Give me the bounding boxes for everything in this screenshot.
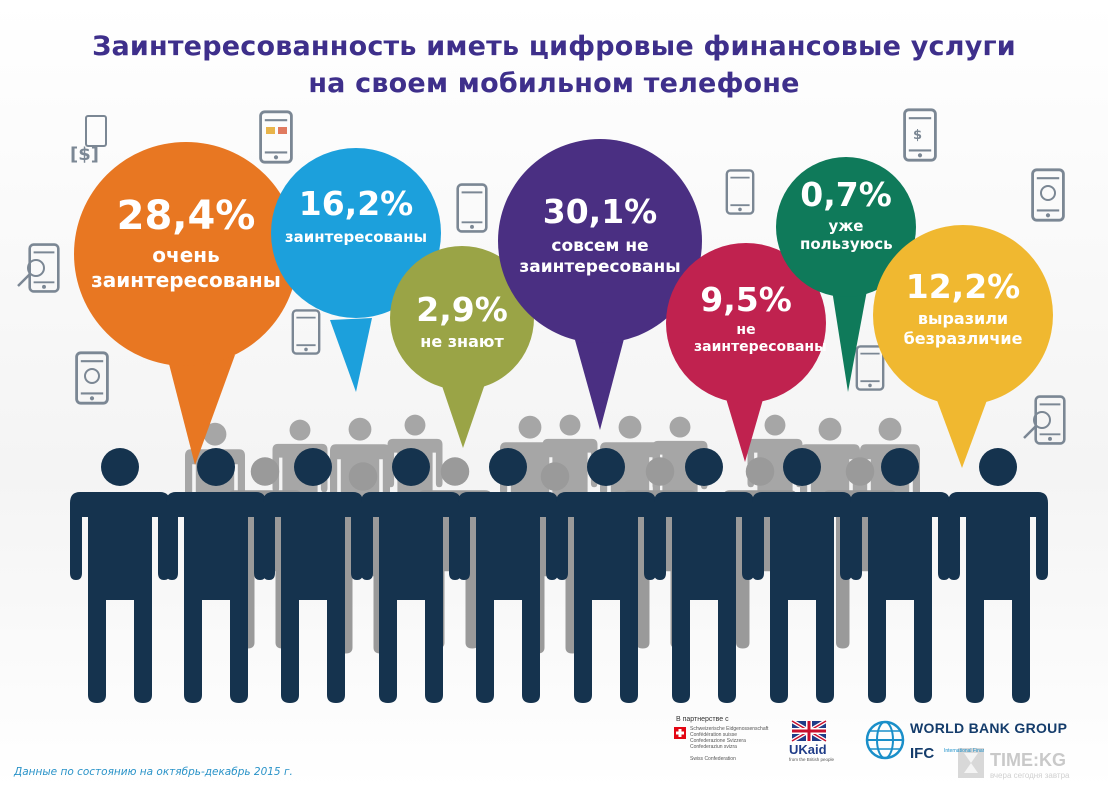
bubble-not-interested-at-all bbox=[498, 139, 702, 430]
chat-phone-icon bbox=[725, 169, 755, 215]
bubble-label: заинтересованы bbox=[284, 227, 428, 246]
bubble-interested bbox=[271, 148, 441, 392]
user-phone-icon bbox=[75, 351, 109, 405]
world-bank-group-logo-text: WORLD BANK GROUP bbox=[910, 720, 1068, 736]
title-line-2: на своем мобильном телефоне bbox=[308, 68, 800, 99]
bubble-label: очень заинтересованы bbox=[91, 243, 281, 292]
bubble-not-interested-text: 9,5% не заинтересованы bbox=[670, 280, 827, 357]
timekg-watermark-sub: вчера сегодня завтра bbox=[990, 771, 1070, 780]
shopping-cart-phone-icon bbox=[456, 183, 488, 233]
shopping-cart-phone-icon bbox=[855, 345, 885, 391]
chat-phone-icon bbox=[291, 309, 321, 355]
phone-search-icon bbox=[17, 243, 60, 293]
bubble-very-interested-text: 28,4% очень заинтересованы bbox=[86, 195, 286, 293]
dollar-search-icon: $ bbox=[903, 108, 937, 162]
bubble-label: не знают bbox=[420, 331, 504, 351]
bubble-indifferent bbox=[873, 225, 1053, 468]
ifc-logo-text: IFC bbox=[910, 745, 935, 762]
bubble-label: выразили безразличие bbox=[903, 308, 1023, 348]
timekg-watermark-icon bbox=[958, 748, 984, 778]
bubble-dont-know-text: 2,9% не знают bbox=[402, 290, 522, 352]
world-bank-globe-logo bbox=[865, 720, 905, 760]
ifc-sub-text: International Finance Corporation bbox=[944, 748, 984, 754]
bubble-percent: 28,4% bbox=[116, 193, 256, 239]
timekg-watermark: TIME:KG bbox=[990, 750, 1066, 770]
bubble-label: уже пользуюсь bbox=[800, 216, 893, 254]
bubble-label: совсем не заинтересованы bbox=[519, 235, 681, 277]
partnership-label: В партнерстве с bbox=[676, 716, 729, 723]
swiss-line: Confederazione Svizzera bbox=[690, 738, 746, 744]
bubble-label: не заинтересованы bbox=[694, 321, 827, 356]
uk-flag-logo bbox=[790, 719, 828, 743]
svg-text:[$]: [$] bbox=[70, 144, 99, 165]
bubble-percent: 0,7% bbox=[800, 175, 892, 214]
phone-search-icon bbox=[1023, 395, 1066, 445]
bubble-percent: 12,2% bbox=[905, 267, 1021, 306]
bubble-percent: 16,2% bbox=[298, 184, 414, 223]
user-phone-icon bbox=[1031, 168, 1065, 222]
swiss-flag-logo bbox=[674, 727, 686, 739]
ukaid-logo-text: UKaid bbox=[789, 742, 827, 757]
bubble-very-interested bbox=[74, 142, 298, 465]
person-front bbox=[948, 448, 1048, 703]
swiss-line: Confédération suisse bbox=[690, 732, 737, 738]
bubble-already-using-text: 0,7% уже пользуюсь bbox=[786, 175, 906, 254]
swiss-line: Confederaziun svizra bbox=[690, 744, 737, 750]
bubble-not-interested-at-all-text: 30,1% совсем не заинтересованы bbox=[510, 192, 690, 278]
swiss-confederation-text: Schweizerische Eidgenossenschaft Confédé… bbox=[690, 726, 768, 750]
data-date-note: Данные по состоянию на октябрь-декабрь 2… bbox=[14, 766, 293, 778]
svg-text:$: $ bbox=[913, 128, 922, 143]
swiss-line: Schweizerische Eidgenossenschaft bbox=[690, 726, 769, 732]
bubble-dont-know bbox=[390, 246, 534, 448]
page-title: Заинтересованность иметь цифровые финанс… bbox=[0, 28, 1108, 102]
bubble-indifferent-text: 12,2% выразили безразличие bbox=[888, 267, 1038, 349]
bubble-already-using bbox=[776, 157, 916, 392]
title-line-1: Заинтересованность иметь цифровые финанс… bbox=[92, 31, 1016, 62]
money-transfer-icon: [$] bbox=[70, 115, 107, 165]
bubble-not-interested bbox=[666, 243, 826, 462]
person-front bbox=[70, 448, 170, 703]
swiss-confederation-en: Swiss Confederation bbox=[690, 756, 736, 762]
card-phone-icon bbox=[259, 110, 293, 164]
bubble-percent: 30,1% bbox=[542, 192, 658, 231]
bubble-percent: 2,9% bbox=[416, 290, 508, 329]
bubble-interested-text: 16,2% заинтересованы bbox=[276, 184, 436, 246]
bubble-percent: 9,5% bbox=[700, 280, 792, 319]
ukaid-sub-text: from the British people bbox=[789, 757, 835, 762]
